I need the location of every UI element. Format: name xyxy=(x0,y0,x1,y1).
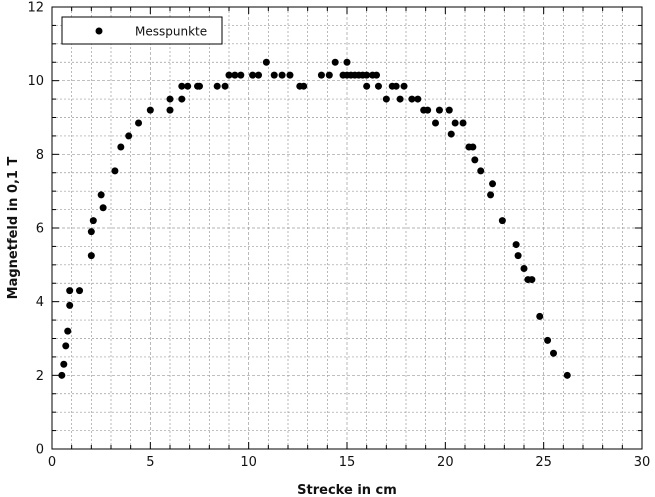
data-point xyxy=(396,95,404,103)
data-point xyxy=(166,95,174,103)
data-point xyxy=(196,82,203,90)
data-point xyxy=(459,119,467,127)
data-point xyxy=(99,204,107,212)
data-point xyxy=(512,241,520,249)
data-point xyxy=(451,119,459,127)
data-point xyxy=(300,82,308,90)
data-point xyxy=(270,71,278,79)
y-tick-label: 6 xyxy=(36,222,44,237)
x-tick-label: 30 xyxy=(634,455,651,470)
y-tick-label: 12 xyxy=(27,1,44,16)
y-tick-label: 2 xyxy=(36,369,44,384)
data-point xyxy=(87,228,95,236)
data-point xyxy=(317,71,325,79)
data-point xyxy=(262,58,270,66)
data-point xyxy=(382,95,390,103)
plot-frame xyxy=(51,6,643,450)
data-point xyxy=(487,191,495,199)
data-point xyxy=(62,342,70,350)
data-point xyxy=(125,132,133,140)
y-tick-label: 10 xyxy=(27,74,44,89)
data-point xyxy=(166,106,174,114)
data-point xyxy=(435,106,443,114)
data-point xyxy=(278,71,286,79)
x-tick-label: 25 xyxy=(535,455,552,470)
x-tick-label: 5 xyxy=(146,455,154,470)
data-point xyxy=(414,95,422,103)
data-point xyxy=(392,82,400,90)
x-axis-label: Strecke in cm xyxy=(297,483,397,497)
data-point xyxy=(374,82,382,90)
legend: Messpunkte xyxy=(61,16,223,45)
data-point xyxy=(373,71,380,79)
data-point xyxy=(528,276,536,284)
x-tick-labels: 0 5 10 15 20 25 30 xyxy=(48,455,650,470)
data-point xyxy=(498,217,506,225)
data-point xyxy=(76,287,84,295)
data-point xyxy=(325,71,333,79)
data-point xyxy=(432,119,439,127)
data-point xyxy=(249,71,257,79)
data-point xyxy=(471,156,479,164)
data-point xyxy=(447,130,455,138)
data-point xyxy=(363,82,371,90)
x-tick-label: 15 xyxy=(339,455,356,470)
data-point xyxy=(343,58,351,66)
legend-marker xyxy=(95,27,103,35)
data-point xyxy=(424,106,432,114)
data-point xyxy=(514,252,522,260)
data-point xyxy=(66,301,74,309)
data-point xyxy=(178,82,186,90)
data-point xyxy=(489,180,497,188)
data-point xyxy=(544,336,552,344)
data-point xyxy=(213,82,221,90)
y-axis-label: Magnetfeld in 0,1 T xyxy=(6,157,21,300)
y-tick-label: 8 xyxy=(36,148,44,163)
data-point xyxy=(66,287,74,295)
data-point xyxy=(111,167,119,175)
data-point xyxy=(400,82,408,90)
data-point xyxy=(408,95,416,103)
data-point xyxy=(363,71,371,79)
data-point xyxy=(89,217,97,225)
data-point xyxy=(60,360,68,368)
x-tick-label: 20 xyxy=(437,455,454,470)
data-point xyxy=(221,82,229,90)
data-point xyxy=(178,95,186,103)
data-points xyxy=(58,58,571,379)
data-point xyxy=(331,58,339,66)
data-point xyxy=(135,119,143,127)
x-tick-label: 10 xyxy=(240,455,257,470)
data-point xyxy=(255,71,262,79)
y-tick-labels: 0 2 4 6 8 10 12 xyxy=(27,1,44,458)
data-point xyxy=(477,167,485,175)
data-point xyxy=(87,252,95,260)
data-point xyxy=(286,71,294,79)
data-point xyxy=(146,106,154,114)
data-point xyxy=(184,82,192,90)
grid xyxy=(52,7,642,449)
data-point xyxy=(97,191,105,199)
data-point xyxy=(550,349,557,357)
data-point xyxy=(64,327,72,335)
data-point xyxy=(117,143,125,151)
data-point xyxy=(563,371,571,379)
data-point xyxy=(237,71,245,79)
legend-box xyxy=(61,16,223,45)
y-tick-label: 4 xyxy=(36,295,44,310)
data-point xyxy=(536,312,544,320)
x-tick-label: 0 xyxy=(48,455,56,470)
data-point xyxy=(445,106,453,114)
data-point xyxy=(231,71,239,79)
data-point xyxy=(520,265,528,273)
data-point xyxy=(225,71,233,79)
y-tick-label: 0 xyxy=(36,443,44,458)
data-point xyxy=(58,371,66,379)
data-point xyxy=(469,143,477,151)
legend-label: Messpunkte xyxy=(135,25,207,39)
